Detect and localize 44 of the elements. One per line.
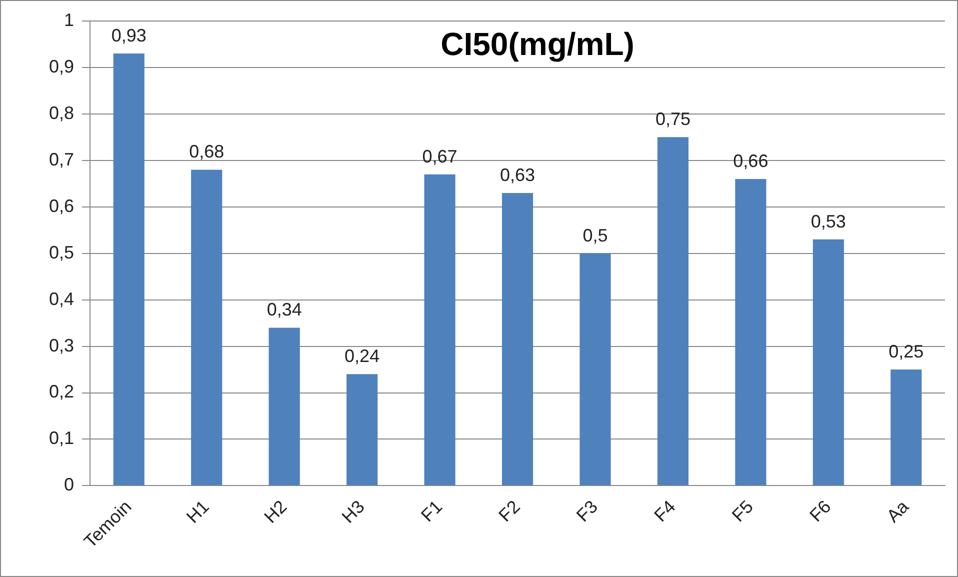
- y-tick-label: 0,9: [48, 56, 74, 76]
- data-label: 0,63: [500, 164, 536, 185]
- data-label: 0,93: [111, 25, 146, 46]
- data-label: 0,53: [810, 211, 846, 232]
- x-tick-label: F3: [572, 496, 602, 526]
- bar: [812, 239, 844, 486]
- y-tick-label: 0,7: [48, 149, 74, 170]
- bar: [424, 174, 456, 486]
- bar: [890, 370, 922, 486]
- y-tick-label: 0: [64, 474, 74, 495]
- bar: [502, 192, 534, 486]
- y-tick-label: 1: [64, 10, 74, 30]
- y-tick-label: 0,2: [48, 382, 74, 402]
- bar: [580, 253, 611, 486]
- x-tick-label: F2: [494, 496, 524, 526]
- x-tick-label: H2: [260, 496, 291, 527]
- bar: [113, 54, 144, 486]
- y-tick-label: 0,8: [48, 102, 74, 123]
- data-label: 0,66: [733, 150, 768, 171]
- bar: [191, 170, 222, 486]
- data-label: 0,68: [189, 142, 224, 162]
- data-label: 0,24: [344, 346, 380, 366]
- data-label: 0,34: [266, 300, 302, 320]
- data-label: 0,75: [655, 109, 690, 130]
- x-tick-label: H3: [338, 496, 368, 527]
- bar: [735, 178, 766, 486]
- y-tick-label: 0,5: [48, 242, 74, 262]
- x-tick-label: Aa: [882, 496, 914, 526]
- y-tick-label: 0,1: [48, 428, 74, 448]
- y-tick-label: 0,6: [48, 196, 74, 216]
- x-tick-label: F1: [417, 496, 446, 526]
- data-label: 0,67: [422, 146, 458, 166]
- x-tick-label: F6: [806, 496, 835, 526]
- x-tick-label: H1: [182, 496, 213, 527]
- data-label: 0,5: [582, 225, 608, 246]
- x-tick-label: F4: [650, 496, 680, 526]
- bar: [268, 328, 300, 486]
- y-tick-label: 0,3: [48, 335, 74, 356]
- chart-title: CI50(mg/mL): [440, 26, 634, 62]
- data-label: 0,25: [888, 341, 924, 362]
- bar: [346, 374, 378, 486]
- y-tick-label: 0,4: [48, 288, 74, 309]
- bar: [657, 137, 689, 486]
- x-tick-label: F5: [728, 496, 758, 526]
